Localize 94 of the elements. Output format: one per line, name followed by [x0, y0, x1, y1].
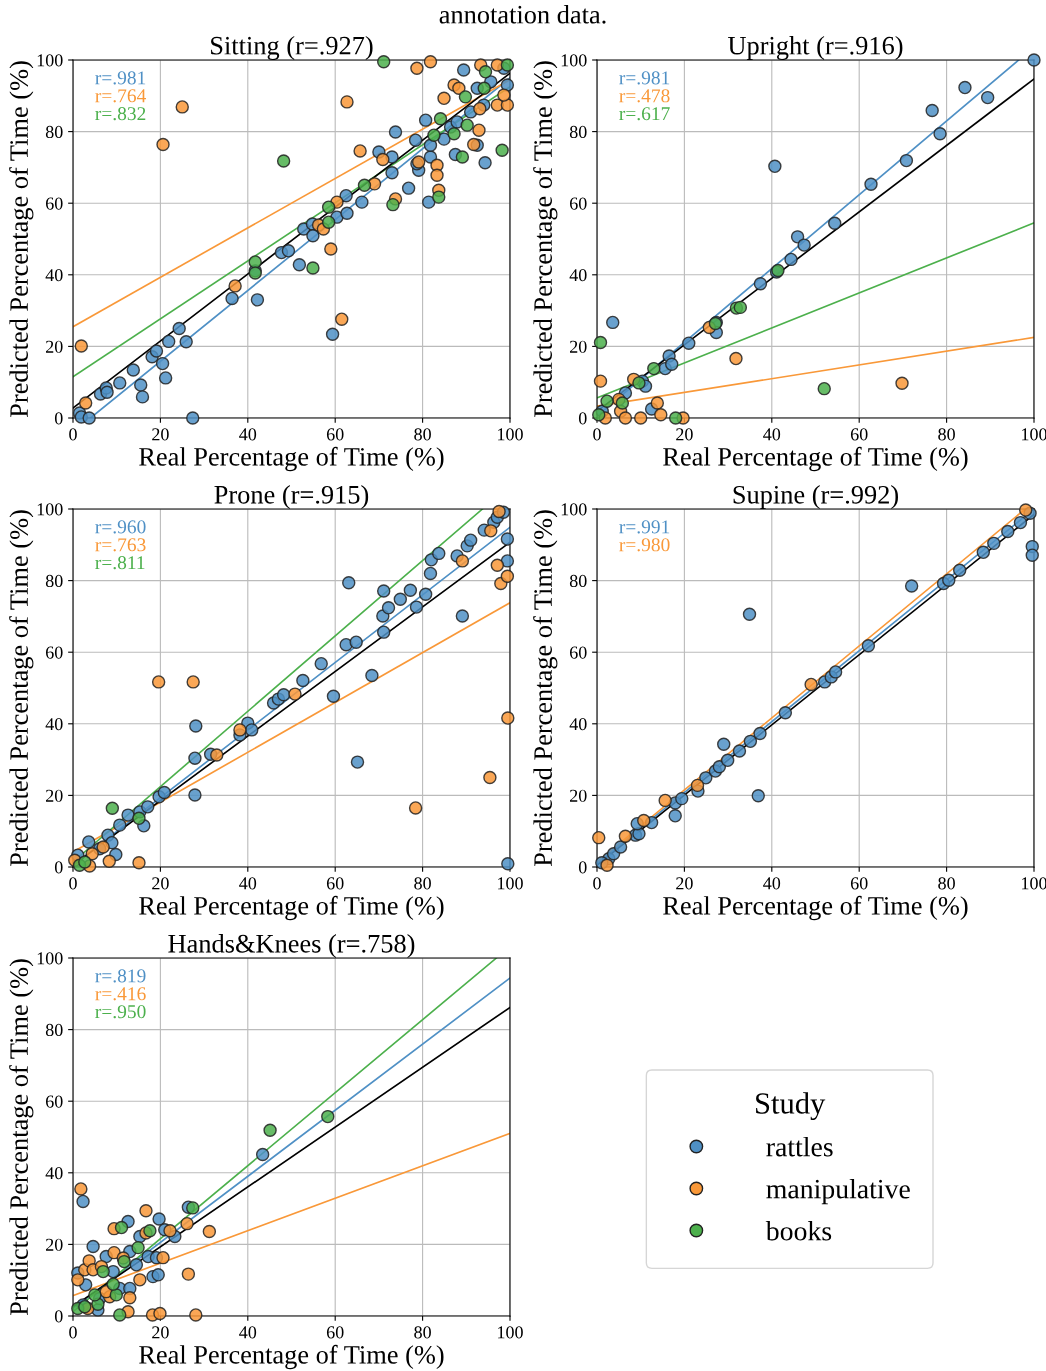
y-tick-label: 60 [570, 197, 587, 210]
y-tick-label: 60 [570, 646, 587, 659]
x-tick-label: 80 [414, 1326, 431, 1339]
annotation: r=.950 [95, 1005, 146, 1019]
annotation: r=.764 [95, 89, 147, 103]
x-tick-label: 20 [152, 1326, 169, 1339]
y-tick-label: 20 [46, 1238, 63, 1251]
chart-subtitle: annotation data. [439, 5, 606, 24]
y-tick-label: 0 [54, 412, 63, 425]
x-tick-label: 40 [239, 877, 257, 890]
x-tick-label: 60 [326, 1326, 344, 1339]
y-tick-label: 100 [37, 952, 63, 965]
x-tick-label: 20 [152, 877, 169, 890]
chart-title: Sitting (r=.927) [211, 35, 373, 60]
x-tick-label: 0 [69, 1326, 77, 1339]
annotation: r=.478 [619, 89, 670, 103]
x-tick-label: 100 [498, 1326, 523, 1339]
y-tick-label: 100 [37, 503, 63, 516]
x-tick-label: 0 [593, 428, 601, 441]
y-tick-label: 60 [46, 646, 63, 659]
annotation: r=.763 [95, 538, 146, 552]
y-axis-title: Predicted Percentage of Time (%) [533, 61, 558, 418]
x-tick-label: 20 [676, 428, 693, 441]
y-tick-label: 60 [46, 1095, 63, 1108]
x-tick-label: 40 [763, 877, 781, 890]
annotation: r=.811 [95, 556, 145, 570]
x-tick-label: 0 [593, 877, 601, 890]
y-tick-label: 80 [45, 574, 63, 588]
legend-label: manipulative [766, 1178, 910, 1205]
x-axis-title: Real Percentage of Time (%) [139, 446, 444, 472]
x-tick-label: 80 [414, 428, 431, 441]
x-tick-label: 20 [676, 877, 693, 890]
legend-title: Study [756, 1092, 826, 1121]
y-tick-label: 40 [45, 718, 63, 731]
x-tick-label: 100 [1022, 877, 1046, 890]
y-tick-label: 20 [46, 340, 63, 353]
x-axis-title: Real Percentage of Time (%) [663, 895, 968, 921]
legend-label: rattles [766, 1136, 833, 1157]
x-tick-label: 40 [763, 428, 781, 441]
annotation: r=.819 [95, 969, 146, 983]
y-axis-title: Predicted Percentage of Time (%) [533, 510, 558, 867]
x-tick-label: 60 [850, 877, 868, 890]
x-tick-label: 100 [498, 428, 523, 441]
y-axis-title: Predicted Percentage of Time (%) [9, 61, 34, 418]
annotation: r=.981 [95, 71, 146, 85]
x-tick-label: 40 [239, 428, 257, 441]
annotation: r=.617 [619, 107, 670, 121]
annotation: r=.416 [95, 987, 146, 1001]
y-tick-label: 100 [37, 54, 63, 67]
annotation: r=.960 [95, 520, 146, 534]
y-tick-label: 40 [45, 269, 63, 282]
x-tick-label: 60 [326, 877, 344, 890]
x-tick-label: 100 [498, 877, 523, 890]
chart-title: Prone (r=.915) [214, 485, 369, 509]
x-tick-label: 60 [326, 428, 344, 441]
x-axis-title: Real Percentage of Time (%) [139, 895, 444, 921]
annotation: r=.832 [95, 107, 146, 121]
y-tick-label: 80 [45, 1023, 63, 1037]
x-tick-label: 80 [938, 428, 955, 441]
y-tick-label: 100 [561, 503, 587, 516]
annotation: r=.980 [619, 538, 670, 552]
chart-title: Upright (r=.916) [728, 35, 903, 60]
x-tick-label: 20 [152, 428, 169, 441]
y-tick-label: 0 [54, 1310, 63, 1323]
x-tick-label: 80 [414, 877, 431, 890]
x-axis-title: Real Percentage of Time (%) [139, 1344, 444, 1370]
y-tick-label: 0 [578, 861, 587, 874]
y-tick-label: 20 [570, 789, 587, 802]
x-tick-label: 100 [1022, 428, 1046, 441]
y-tick-label: 40 [569, 269, 587, 282]
x-tick-label: 0 [69, 428, 77, 441]
annotation: r=.991 [619, 520, 670, 534]
y-tick-label: 100 [561, 54, 587, 67]
chart-title: Supine (r=.992) [733, 485, 899, 509]
x-tick-label: 0 [69, 877, 77, 890]
chart-title: Hands&Knees (r=.758) [168, 934, 415, 958]
y-tick-label: 20 [570, 340, 587, 353]
y-tick-label: 80 [45, 125, 63, 139]
y-axis-title: Predicted Percentage of Time (%) [9, 510, 34, 867]
y-tick-label: 40 [569, 718, 587, 731]
x-tick-label: 80 [938, 877, 955, 890]
y-tick-label: 60 [46, 197, 63, 210]
y-tick-label: 20 [46, 789, 63, 802]
y-tick-label: 0 [578, 412, 587, 425]
y-tick-label: 80 [569, 125, 587, 139]
annotation: r=.981 [619, 71, 670, 85]
y-tick-label: 0 [54, 861, 63, 874]
x-tick-label: 40 [239, 1326, 257, 1339]
legend-label: books [765, 1220, 832, 1241]
y-tick-label: 80 [569, 574, 587, 588]
y-tick-label: 40 [45, 1167, 63, 1180]
y-axis-title: Predicted Percentage of Time (%) [9, 959, 34, 1316]
x-axis-title: Real Percentage of Time (%) [663, 446, 968, 472]
x-tick-label: 60 [850, 428, 868, 441]
